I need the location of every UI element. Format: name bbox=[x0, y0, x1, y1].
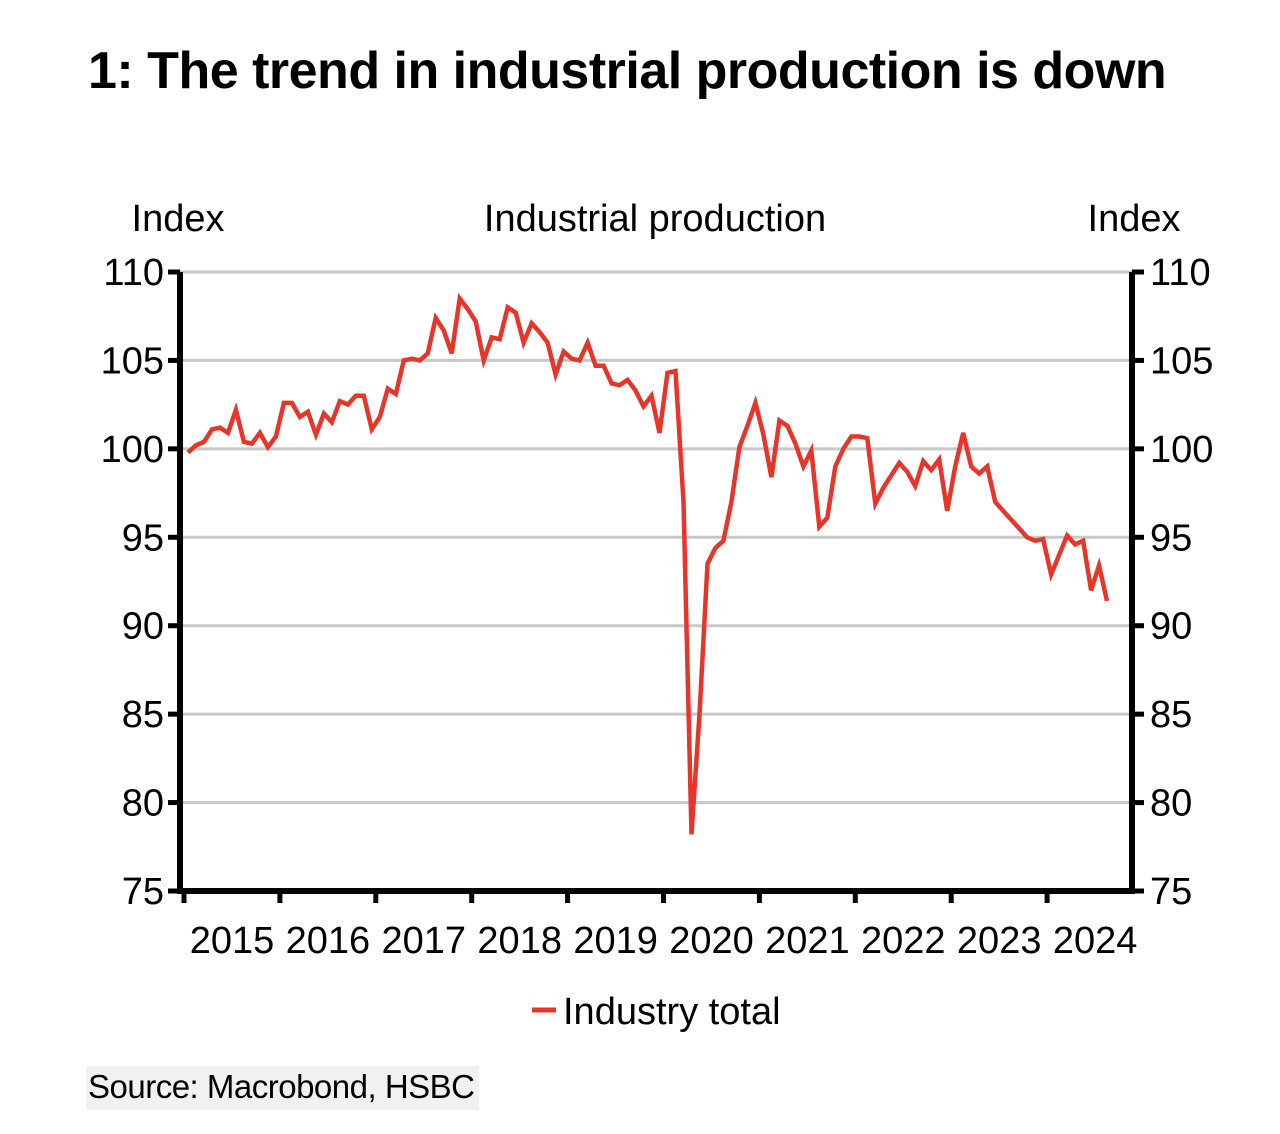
y-tick-label-left: 85 bbox=[122, 694, 164, 736]
legend: Industry total bbox=[532, 991, 781, 1033]
series-layer bbox=[186, 292, 1110, 835]
y-tick-label-right: 105 bbox=[1150, 340, 1213, 382]
y-tick-label-right: 85 bbox=[1150, 694, 1192, 736]
series-line-industry-total bbox=[186, 292, 1110, 835]
y-tick-label-right: 110 bbox=[1150, 252, 1211, 294]
axes bbox=[177, 272, 1135, 894]
y-tick-label-left: 110 bbox=[103, 252, 164, 294]
y-axis-left-label: Index bbox=[132, 198, 225, 240]
x-tick-label: 2015 bbox=[190, 920, 275, 962]
y-axis-left-ticks: 75 80 85 90 95 100 105 110 bbox=[101, 252, 180, 913]
y-tick-label-right: 95 bbox=[1150, 517, 1192, 559]
y-tick-label-left: 75 bbox=[122, 871, 164, 913]
y-tick-label-left: 100 bbox=[101, 429, 164, 471]
source-note: Source: Macrobond, HSBC bbox=[86, 1066, 479, 1110]
x-tick-label: 2017 bbox=[382, 920, 467, 962]
x-tick-label: 2022 bbox=[861, 920, 946, 962]
x-axis-ticks: 2015 2016 2017 2018 2019 2020 2021 2022 2023 2024 bbox=[181, 891, 1138, 962]
y-axis-right-ticks: 75 80 85 90 95 100 105 110 bbox=[1132, 252, 1213, 913]
y-tick-label-right: 100 bbox=[1150, 429, 1213, 471]
y-tick-label-left: 105 bbox=[101, 340, 164, 382]
y-tick-label-left: 90 bbox=[122, 606, 164, 648]
x-tick-label: 2020 bbox=[669, 920, 754, 962]
x-tick-label: 2019 bbox=[573, 920, 658, 962]
x-tick-label: 2021 bbox=[765, 920, 850, 962]
y-tick-label-left: 80 bbox=[122, 783, 164, 825]
x-tick-label: 2016 bbox=[286, 920, 371, 962]
gridlines bbox=[180, 270, 1132, 805]
legend-label-industry-total: Industry total bbox=[563, 991, 781, 1033]
y-tick-label-right: 75 bbox=[1150, 871, 1192, 913]
y-tick-label-right: 80 bbox=[1150, 783, 1192, 825]
chart-subtitle: Industrial production bbox=[484, 198, 826, 240]
y-tick-label-right: 90 bbox=[1150, 606, 1192, 648]
y-axis-right-label: Index bbox=[1088, 198, 1181, 240]
x-tick-label: 2024 bbox=[1053, 920, 1138, 962]
x-tick-label: 2023 bbox=[957, 920, 1042, 962]
y-tick-label-left: 95 bbox=[122, 517, 164, 559]
x-tick-label: 2018 bbox=[477, 920, 562, 962]
chart-title: 1: The trend in industrial production is… bbox=[88, 42, 1167, 100]
